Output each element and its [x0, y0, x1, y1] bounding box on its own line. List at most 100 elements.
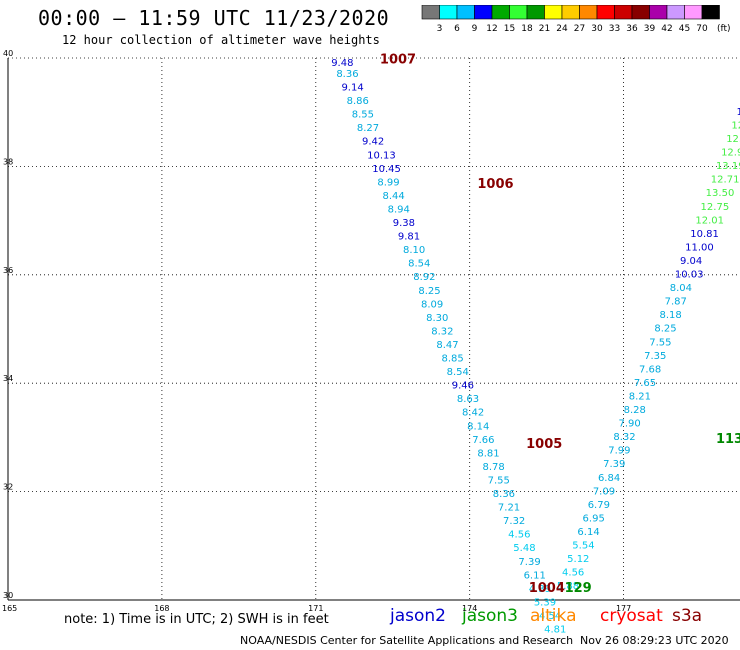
swh-value-label: 6.84	[598, 473, 620, 484]
swh-value-label: 8.36	[336, 69, 358, 80]
legend-tick-label: 6	[454, 24, 460, 34]
swh-value-label: 13.19	[716, 161, 740, 172]
legend-tick-label: 42	[661, 24, 672, 34]
swh-value-label: 7.66	[472, 435, 494, 446]
pass-number-label: 1130	[716, 432, 740, 447]
legend-unit: (ft)	[717, 24, 731, 34]
swh-value-label: 7.90	[618, 419, 640, 430]
legend-tick-label: 36	[626, 24, 638, 34]
swh-value-label: 12.66	[731, 120, 740, 131]
swh-value-label: 5.39	[534, 597, 556, 608]
swh-value-label: 8.63	[457, 394, 479, 405]
legend-tick-label: 39	[644, 24, 656, 34]
swh-value-label: 8.09	[421, 299, 443, 310]
legend-tick-label: 24	[556, 24, 568, 34]
y-tick-label: 38	[3, 157, 13, 166]
swh-value-label: 5.54	[572, 541, 594, 552]
satellite-jason3-label: jason3	[462, 606, 518, 626]
swh-value-label: 8.27	[357, 123, 379, 134]
swh-value-label: 10.81	[690, 229, 719, 240]
swh-value-label: 10.45	[372, 164, 401, 175]
legend-tick-label: 12	[486, 24, 497, 34]
swh-value-label: 12.90	[721, 148, 740, 159]
swh-value-label: 9.38	[393, 218, 415, 229]
x-tick-label: 168	[154, 604, 169, 613]
swh-value-label: 8.85	[441, 354, 463, 365]
swh-value-label: 8.14	[467, 421, 489, 432]
legend-tick-label: 70	[696, 24, 708, 34]
swh-value-label: 12.75	[701, 202, 730, 213]
swh-value-label: 8.30	[426, 313, 448, 324]
pass-number-label: 1004	[529, 581, 565, 596]
swh-value-label: 8.25	[654, 324, 676, 335]
pass-number-label: 1007	[380, 52, 416, 67]
legend-tick-label: 21	[539, 24, 550, 34]
swh-value-label: 9.14	[341, 83, 363, 94]
swh-value-label: 8.81	[477, 448, 499, 459]
swh-value-label: 12.71	[711, 175, 740, 186]
satellite-jason2-label: jason2	[390, 606, 446, 626]
chart-subtitle: 12 hour collection of altimeter wave hei…	[62, 33, 380, 47]
swh-value-label: 4.54	[539, 611, 561, 622]
note-text: note: 1) Time is in UTC; 2) SWH is in fe…	[64, 612, 329, 627]
swh-value-label: 8.04	[670, 283, 692, 294]
y-tick-label: 34	[3, 374, 13, 383]
footer-timestamp: Nov 26 08:29:23 UTC 2020	[580, 634, 729, 647]
swh-value-label: 7.35	[644, 351, 666, 362]
legend-tick-label: 33	[609, 24, 620, 34]
swh-value-label: 7.65	[634, 378, 656, 389]
swh-value-label: 8.32	[613, 432, 635, 443]
swh-value-label: 12.01	[695, 215, 724, 226]
legend-tick-label: 30	[591, 24, 603, 34]
swh-value-label: 9.04	[680, 256, 702, 267]
swh-value-label: 9.42	[362, 137, 384, 148]
swh-value-label: 8.99	[377, 177, 399, 188]
x-tick-label: 171	[308, 604, 323, 613]
swh-value-label: 8.25	[418, 286, 440, 297]
y-tick-label: 30	[3, 591, 13, 600]
swh-value-label: 7.68	[639, 364, 661, 375]
swh-value-label: 8.86	[347, 96, 369, 107]
legend-tick-label: 3	[437, 24, 443, 34]
swh-value-label: 5.48	[513, 543, 535, 554]
swh-value-label: 4.81	[544, 625, 566, 636]
legend-swatch	[701, 5, 720, 20]
chart-title: 00:00 – 11:59 UTC 11/23/2020	[38, 6, 390, 30]
y-tick-label: 40	[3, 49, 13, 58]
y-tick-label: 36	[3, 266, 13, 275]
swh-value-label: 8.92	[413, 272, 435, 283]
swh-value-label: 5.88	[557, 581, 579, 592]
swh-value-label: 8.55	[352, 110, 374, 121]
swh-value-label: 8.10	[403, 245, 425, 256]
swh-value-label: 4.39	[529, 584, 551, 595]
swh-value-label: 6.11	[524, 570, 546, 581]
satellite-s3a-label: s3a	[672, 606, 703, 626]
pass-number-label: 1006	[477, 177, 513, 192]
y-tick-label: 32	[3, 483, 13, 492]
swh-value-label: 7.32	[503, 516, 525, 527]
swh-value-label: 4.56	[562, 568, 584, 579]
swh-value-label: 7.21	[498, 503, 520, 514]
swh-value-label: 8.42	[462, 408, 484, 419]
swh-value-label: 6.79	[588, 500, 610, 511]
swh-value-label: 7.55	[488, 475, 510, 486]
swh-value-label: 9.81	[398, 232, 420, 243]
x-tick-label: 174	[462, 604, 477, 613]
swh-value-label: 7.39	[518, 557, 540, 568]
legend-tick-label: 18	[521, 24, 533, 34]
footer-credit: NOAA/NESDIS Center for Satellite Applica…	[240, 634, 574, 647]
swh-value-label: 11.00	[685, 242, 714, 253]
pass-number-label: 1005	[526, 437, 562, 452]
swh-value-label: 12.31	[726, 134, 740, 145]
swh-value-label: 8.36	[493, 489, 515, 500]
swh-value-label: 10.13	[367, 150, 396, 161]
swh-value-label: 8.18	[660, 310, 682, 321]
legend-tick-label: 45	[679, 24, 690, 34]
swh-value-label: 7.87	[665, 297, 687, 308]
swh-value-label: 6.95	[583, 513, 605, 524]
swh-value-label: 8.47	[436, 340, 458, 351]
swh-value-label: 10.03	[675, 270, 704, 281]
swh-value-label: 8.94	[388, 204, 410, 215]
satellite-cryosat-label: cryosat	[600, 606, 663, 626]
